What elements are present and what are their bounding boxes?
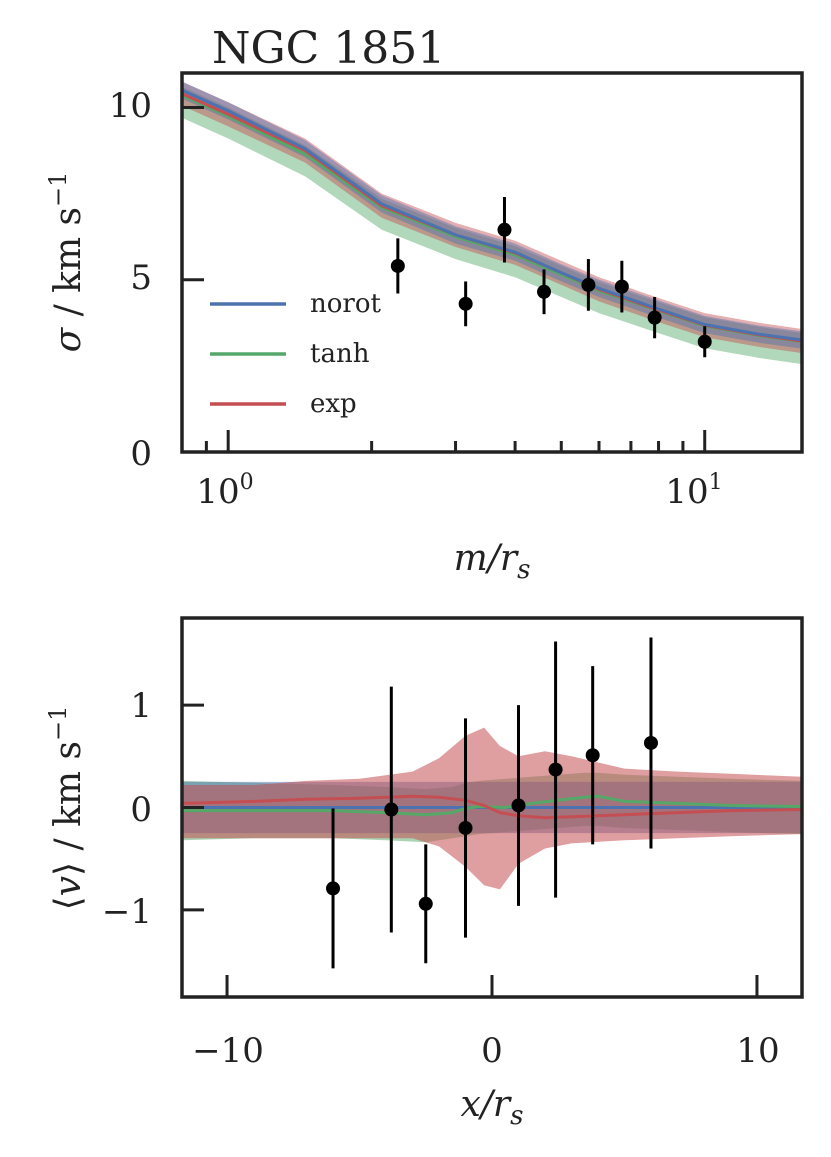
top-x-axis-label: m/rs bbox=[454, 538, 531, 585]
top-data-point bbox=[458, 296, 473, 311]
bottom-data-point bbox=[458, 820, 473, 835]
bottom-x-axis-label: x/rs bbox=[461, 1084, 524, 1131]
top-data-point bbox=[390, 258, 405, 273]
legend-label-exp: exp bbox=[310, 389, 357, 419]
bottom-ytick-label-1: 1 bbox=[130, 686, 152, 726]
top-chart-title: NGC 1851 bbox=[212, 23, 445, 74]
top-y-axis-label: σ / km s−1 bbox=[44, 172, 89, 353]
top-data-point bbox=[697, 334, 712, 349]
bottom-xtick-label-neg10: −10 bbox=[192, 1031, 264, 1071]
bottom-data-point bbox=[585, 748, 600, 763]
top-band-exp bbox=[182, 81, 802, 354]
top-data-point bbox=[614, 279, 629, 294]
legend-label-norot: norot bbox=[310, 289, 381, 319]
bottom-xtick-label-0: 0 bbox=[481, 1031, 503, 1071]
top-band-tanh bbox=[182, 86, 802, 365]
bottom-panel: 1 0 −1 −10 0 10 x/rs ⟨v⟩ / km s−1 bbox=[44, 616, 804, 1131]
bottom-data-point bbox=[643, 735, 658, 750]
top-data-point bbox=[497, 222, 512, 237]
top-ticks bbox=[180, 105, 707, 454]
top-ytick-label-10: 10 bbox=[109, 86, 152, 126]
legend-label-tanh: tanh bbox=[310, 339, 370, 369]
top-data-point bbox=[581, 277, 596, 292]
top-xtick-label-10: 101 bbox=[665, 470, 722, 512]
top-ytick-label-5: 5 bbox=[130, 258, 152, 298]
top-line-norot bbox=[182, 88, 802, 342]
top-data-point bbox=[537, 284, 552, 299]
top-axes-frame bbox=[180, 71, 804, 454]
top-plot-area bbox=[182, 81, 802, 365]
top-ytick-label-0: 0 bbox=[130, 434, 152, 474]
top-xtick-label-1: 100 bbox=[196, 470, 253, 512]
bottom-ytick-label-neg1: −1 bbox=[102, 892, 152, 932]
bottom-data-point bbox=[384, 802, 399, 817]
bottom-data-point bbox=[511, 798, 526, 813]
bottom-data-point bbox=[326, 881, 341, 896]
bottom-data-point bbox=[548, 762, 563, 777]
bottom-ytick-label-0: 0 bbox=[130, 790, 152, 830]
bottom-y-axis-label: ⟨v⟩ / km s−1 bbox=[44, 706, 89, 911]
bottom-data-point bbox=[418, 896, 433, 911]
bottom-line-tanh bbox=[182, 794, 802, 817]
bottom-xtick-label-10: 10 bbox=[736, 1031, 779, 1071]
legend: norot tanh exp bbox=[210, 289, 381, 419]
top-data-point bbox=[647, 310, 662, 325]
top-panel: NGC 1851 10 5 0 100 101 m/rs σ / km s−1 … bbox=[44, 23, 804, 585]
top-band-norot bbox=[182, 81, 802, 349]
bottom-ticks bbox=[181, 703, 759, 998]
bottom-plot-area bbox=[182, 637, 802, 969]
